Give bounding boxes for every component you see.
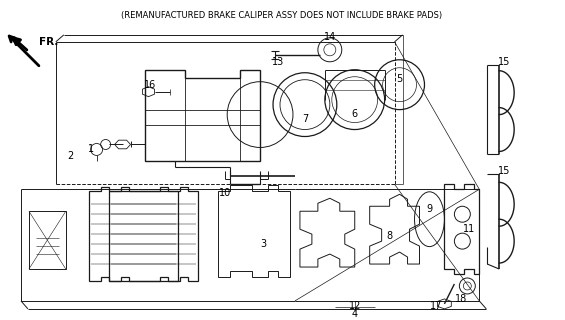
Text: 13: 13: [272, 57, 284, 67]
Text: 18: 18: [455, 294, 467, 304]
Text: 17: 17: [431, 301, 442, 311]
Text: 1: 1: [88, 144, 94, 155]
Text: 7: 7: [302, 114, 308, 124]
Text: 15: 15: [498, 57, 510, 67]
Text: 12: 12: [349, 301, 361, 311]
Text: (REMANUFACTURED BRAKE CALIPER ASSY DOES NOT INCLUDE BRAKE PADS): (REMANUFACTURED BRAKE CALIPER ASSY DOES …: [121, 12, 442, 20]
Text: 11: 11: [463, 224, 476, 234]
Text: 16: 16: [144, 80, 157, 90]
Text: 10: 10: [219, 188, 231, 198]
Text: 14: 14: [324, 32, 336, 42]
Text: 8: 8: [386, 231, 393, 241]
Text: 4: 4: [351, 309, 358, 319]
Text: 6: 6: [351, 108, 358, 119]
Text: 5: 5: [397, 74, 403, 84]
Text: 15: 15: [498, 166, 510, 176]
Text: FR.: FR.: [39, 37, 58, 47]
Text: 2: 2: [68, 151, 74, 161]
Text: 9: 9: [427, 204, 433, 214]
Text: 3: 3: [260, 239, 266, 249]
